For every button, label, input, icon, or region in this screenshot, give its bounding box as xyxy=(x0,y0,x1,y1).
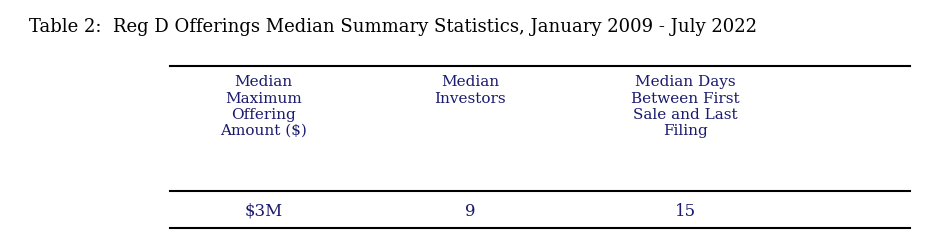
Text: 15: 15 xyxy=(675,203,696,219)
Text: Median
Maximum
Offering
Amount ($): Median Maximum Offering Amount ($) xyxy=(220,75,307,138)
Text: 9: 9 xyxy=(465,203,475,219)
Text: Median
Investors: Median Investors xyxy=(434,75,506,106)
Text: Table 2:  Reg D Offerings Median Summary Statistics, January 2009 - July 2022: Table 2: Reg D Offerings Median Summary … xyxy=(30,18,758,36)
Text: $3M: $3M xyxy=(245,203,283,219)
Text: Median Days
Between First
Sale and Last
Filing: Median Days Between First Sale and Last … xyxy=(631,75,740,138)
